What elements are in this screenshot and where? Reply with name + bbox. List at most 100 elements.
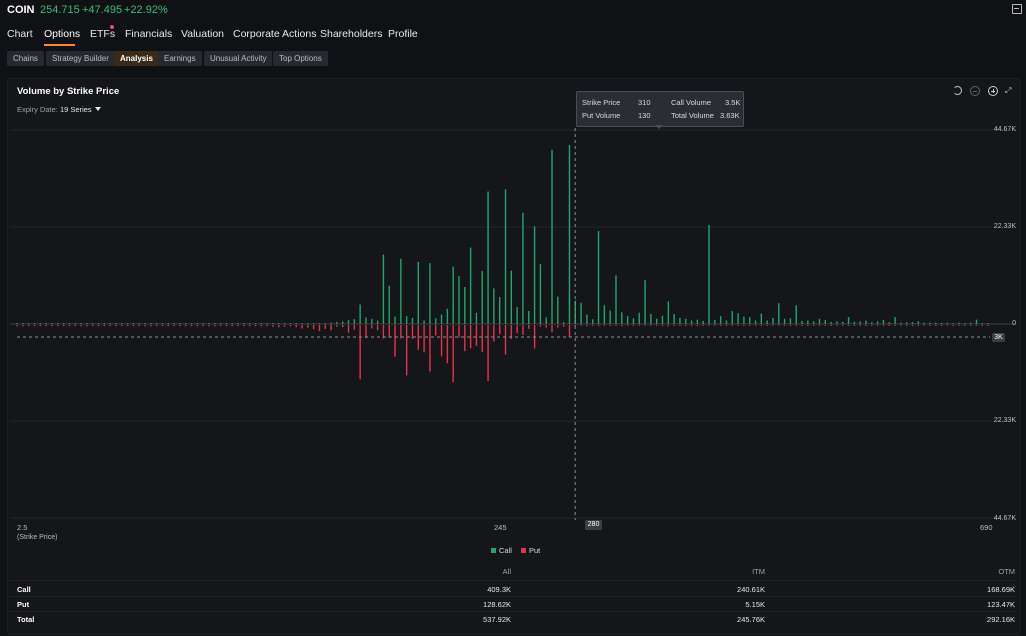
subtab-earnings[interactable]: Earnings <box>158 51 202 66</box>
call-bar <box>696 319 699 324</box>
call-bar <box>789 318 792 324</box>
expand-icon[interactable]: ⤢ <box>1005 86 1012 95</box>
summary-row-label: Call <box>17 585 31 594</box>
call-bar <box>91 323 94 324</box>
put-bar <box>888 325 890 326</box>
call-bar <box>632 318 635 324</box>
put-bar <box>109 325 111 327</box>
call-bar <box>185 323 187 324</box>
call-bar <box>655 318 658 324</box>
nav-chart[interactable]: Chart <box>7 28 33 40</box>
price-change: +47.495 <box>82 4 123 16</box>
put-bar <box>243 325 245 327</box>
call-bar <box>940 323 943 324</box>
x-tick-label: 690 <box>980 523 993 532</box>
put-bar <box>603 325 606 326</box>
undo-icon[interactable] <box>953 86 962 95</box>
put-bar <box>411 325 414 339</box>
put-bar <box>138 325 140 327</box>
put-bar <box>789 325 792 326</box>
legend-call[interactable]: Call <box>491 546 512 555</box>
put-bar <box>126 325 129 327</box>
nav-options[interactable]: Options <box>44 28 81 40</box>
call-bar <box>818 318 821 324</box>
put-bar <box>871 325 873 326</box>
put-bar <box>830 325 832 326</box>
put-bar <box>16 325 18 327</box>
call-bar <box>812 321 815 324</box>
summary-header-otm: OTM <box>998 567 1015 576</box>
put-bar <box>836 325 838 326</box>
put-bar <box>208 325 210 327</box>
nav-valuation[interactable]: Valuation <box>181 28 225 40</box>
put-bar <box>557 325 559 328</box>
put-bar <box>429 325 431 372</box>
exit-icon[interactable] <box>1012 4 1022 14</box>
table-divider <box>10 611 1016 612</box>
subtab-chains[interactable]: Chains <box>7 51 44 66</box>
call-bar <box>917 321 920 324</box>
call-bar <box>830 321 832 324</box>
put-bar <box>522 325 524 335</box>
call-bar <box>248 323 251 324</box>
subtab-analysis[interactable]: Analysis <box>114 51 159 66</box>
zoom-out-icon[interactable] <box>970 86 980 96</box>
put-bar <box>894 325 896 326</box>
call-bar <box>702 320 704 324</box>
subtab-top-options[interactable]: Top Options <box>273 51 328 66</box>
call-bar <box>347 320 350 324</box>
put-bar <box>190 325 193 327</box>
put-bar <box>783 325 786 326</box>
put-bar <box>86 325 88 327</box>
call-bar <box>173 323 175 324</box>
call-bar <box>103 323 106 324</box>
call-bar <box>964 323 966 324</box>
call-bar <box>725 320 728 324</box>
put-bar <box>28 325 30 327</box>
put-bar <box>818 325 821 326</box>
tooltip-call-label: Call Volume <box>671 98 712 107</box>
put-bar <box>458 325 460 338</box>
put-bar <box>115 325 117 327</box>
call-bar <box>155 323 158 324</box>
call-bar <box>219 323 222 324</box>
call-bar <box>161 323 164 324</box>
call-bar <box>190 323 193 324</box>
call-bar <box>464 287 466 324</box>
put-bar <box>917 325 920 326</box>
put-bar <box>330 325 332 331</box>
put-bar <box>865 325 867 326</box>
put-bar <box>51 325 53 327</box>
nav-shareholders[interactable]: Shareholders <box>320 28 383 40</box>
nav-corporate-actions[interactable]: Corporate Actions <box>233 28 317 40</box>
put-bar <box>714 325 716 326</box>
call-bar <box>353 319 356 324</box>
zoom-in-icon[interactable] <box>988 86 998 96</box>
call-bar <box>388 285 390 324</box>
nav-profile[interactable]: Profile <box>388 28 418 40</box>
put-bar <box>394 325 396 357</box>
call-bar <box>580 302 582 324</box>
call-bar <box>121 323 123 324</box>
subtab-unusual-activity[interactable]: Unusual Activity <box>204 51 273 66</box>
call-bar <box>504 189 507 324</box>
summary-header-itm: ITM <box>752 567 765 576</box>
put-bar <box>580 325 582 326</box>
put-bar <box>475 325 478 346</box>
call-bar <box>243 323 245 324</box>
call-bar <box>621 312 623 324</box>
legend-put[interactable]: Put <box>521 546 540 555</box>
nav-etfs[interactable]: ETFs <box>90 28 116 40</box>
put-bar <box>382 325 385 339</box>
call-bar <box>574 300 576 324</box>
put-bar <box>876 325 879 326</box>
put-bar <box>353 325 356 330</box>
expiry-date-select[interactable]: 19 Series <box>60 105 101 114</box>
call-bar <box>423 320 425 324</box>
call-bar <box>28 323 30 324</box>
put-bar <box>545 325 547 328</box>
call-bar <box>469 247 472 324</box>
subtab-strategy-builder[interactable]: Strategy Builder <box>46 51 115 66</box>
nav-financials[interactable]: Financials <box>125 28 173 40</box>
